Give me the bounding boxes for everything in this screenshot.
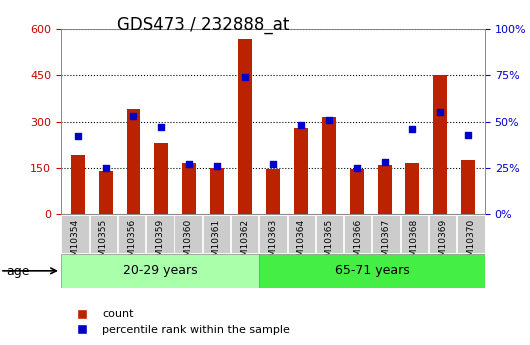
Bar — [401, 215, 428, 253]
Bar — [202, 215, 230, 253]
Text: GSM10354: GSM10354 — [70, 219, 80, 268]
Bar — [182, 163, 196, 214]
Bar — [316, 215, 343, 253]
Point — [129, 113, 138, 119]
Text: GSM10366: GSM10366 — [354, 219, 362, 268]
Point — [185, 161, 193, 167]
Text: GSM10364: GSM10364 — [297, 219, 306, 268]
Bar — [231, 215, 259, 253]
Text: GSM10370: GSM10370 — [466, 219, 475, 268]
Text: GSM10361: GSM10361 — [212, 219, 221, 268]
Point — [381, 159, 389, 165]
Bar — [287, 215, 315, 253]
Point — [157, 125, 165, 130]
Legend: count, percentile rank within the sample: count, percentile rank within the sample — [66, 305, 294, 339]
Point — [269, 161, 277, 167]
Point — [101, 165, 110, 170]
Point — [352, 165, 361, 170]
Point — [408, 126, 417, 132]
Text: GSM10365: GSM10365 — [325, 219, 334, 268]
Text: GSM10356: GSM10356 — [127, 219, 136, 268]
Bar — [434, 76, 447, 214]
Bar — [266, 169, 280, 214]
Bar — [210, 168, 224, 214]
Bar — [99, 171, 112, 214]
Text: GSM10369: GSM10369 — [438, 219, 447, 268]
Point — [324, 117, 333, 122]
Bar — [90, 215, 117, 253]
Bar — [322, 117, 335, 214]
Point — [297, 122, 305, 128]
Bar — [118, 215, 145, 253]
Point — [74, 134, 82, 139]
Bar — [61, 215, 89, 253]
Bar — [294, 128, 308, 214]
Point — [241, 75, 249, 80]
Bar — [238, 39, 252, 214]
Text: GSM10368: GSM10368 — [410, 219, 419, 268]
Text: GSM10363: GSM10363 — [269, 219, 277, 268]
Point — [436, 110, 445, 115]
Bar — [344, 215, 372, 253]
Bar — [350, 169, 364, 214]
Text: GSM10359: GSM10359 — [155, 219, 164, 268]
Bar — [377, 165, 392, 214]
Bar — [61, 254, 259, 288]
Bar — [259, 215, 287, 253]
Bar — [259, 254, 485, 288]
Text: GSM10367: GSM10367 — [382, 219, 391, 268]
Bar — [372, 215, 400, 253]
Point — [464, 132, 472, 137]
Bar — [146, 215, 174, 253]
Bar — [70, 156, 85, 214]
Bar — [127, 109, 140, 214]
Text: GSM10362: GSM10362 — [240, 219, 249, 268]
Text: GDS473 / 232888_at: GDS473 / 232888_at — [117, 16, 289, 33]
Bar — [429, 215, 456, 253]
Bar — [457, 215, 484, 253]
Text: GSM10355: GSM10355 — [99, 219, 108, 268]
Bar — [154, 143, 169, 214]
Bar — [405, 163, 419, 214]
Bar — [461, 160, 475, 214]
Text: 65-71 years: 65-71 years — [334, 264, 409, 277]
Bar — [174, 215, 202, 253]
Text: GSM10360: GSM10360 — [184, 219, 192, 268]
Text: age: age — [6, 265, 30, 278]
Text: 20-29 years: 20-29 years — [122, 264, 197, 277]
Point — [213, 163, 222, 169]
